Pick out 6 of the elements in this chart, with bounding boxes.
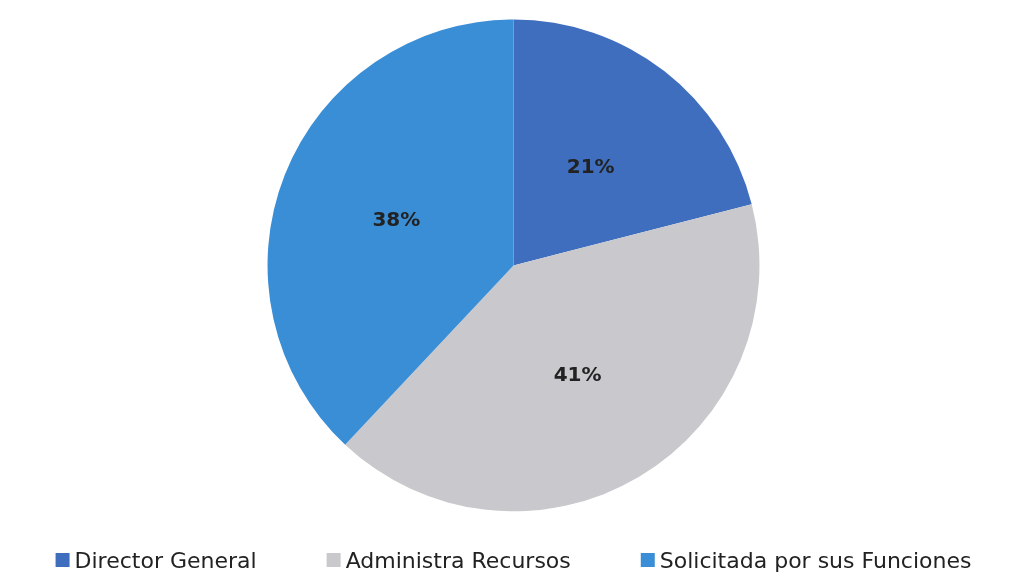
- legend-label: Director General: [74, 547, 257, 573]
- data-label: 21%: [566, 153, 615, 178]
- legend-label: Administra Recursos: [345, 547, 571, 573]
- legend-label: Solicitada por sus Funciones: [659, 547, 972, 573]
- data-label: 38%: [372, 207, 421, 232]
- data-label: 41%: [553, 361, 602, 386]
